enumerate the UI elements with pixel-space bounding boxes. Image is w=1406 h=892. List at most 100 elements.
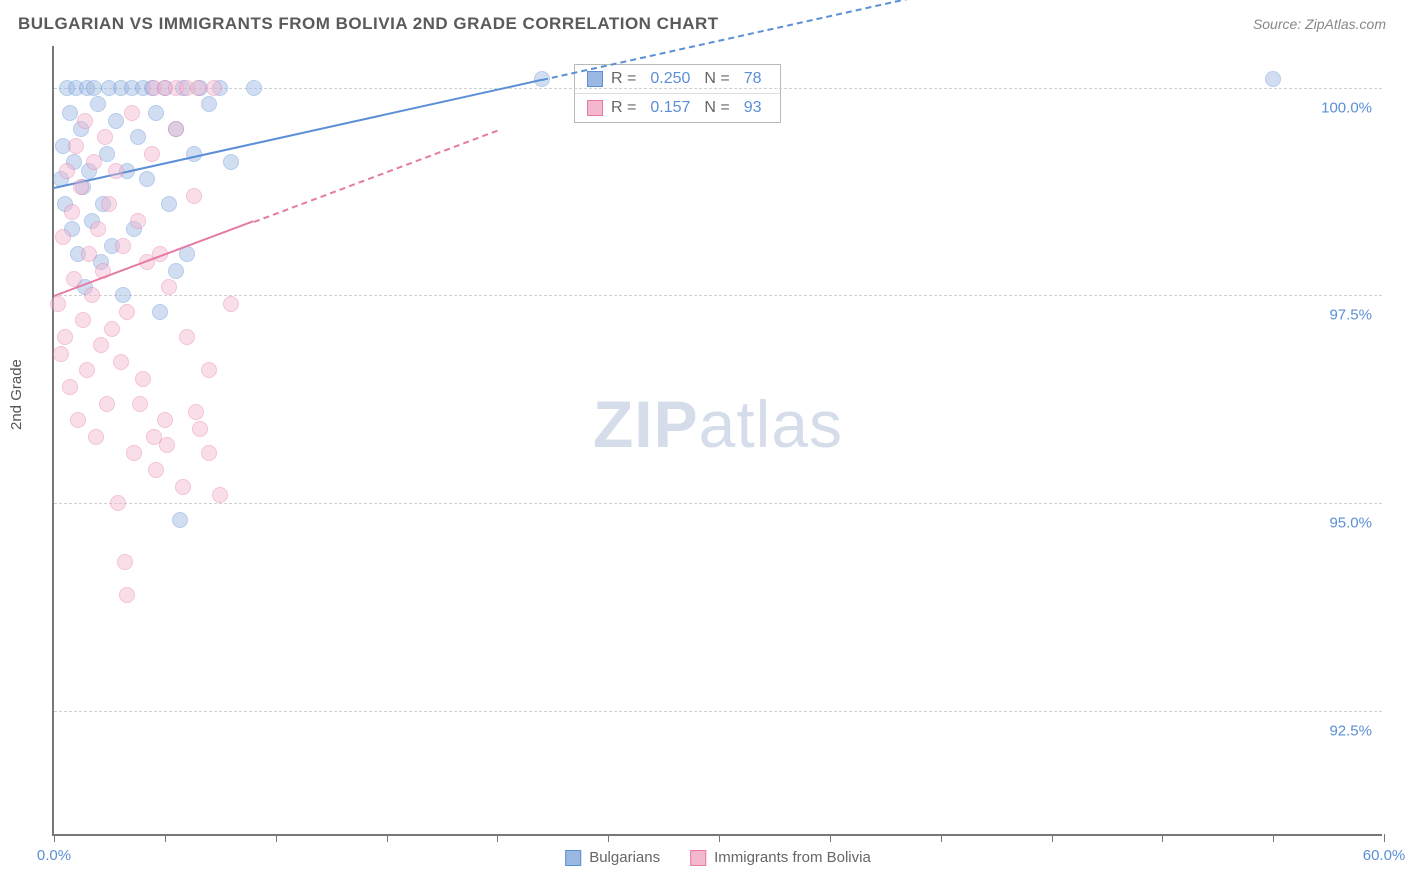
scatter-point: [119, 304, 135, 320]
xtick: [276, 834, 277, 842]
xtick-label: 0.0%: [37, 847, 71, 864]
scatter-point: [135, 371, 151, 387]
chart-header: BULGARIAN VS IMMIGRANTS FROM BOLIVIA 2ND…: [0, 0, 1406, 44]
chart-title: BULGARIAN VS IMMIGRANTS FROM BOLIVIA 2ND…: [18, 14, 719, 34]
scatter-point: [119, 587, 135, 603]
xtick: [830, 834, 831, 842]
scatter-point: [148, 105, 164, 121]
ytick-label: 95.0%: [1329, 515, 1372, 532]
scatter-point: [117, 554, 133, 570]
chart-plot-area: ZIPatlas R =0.250N =78R =0.157N =93 Bulg…: [52, 46, 1382, 836]
scatter-point: [161, 196, 177, 212]
n-value: 93: [738, 99, 768, 117]
scatter-point: [81, 246, 97, 262]
scatter-point: [139, 171, 155, 187]
scatter-point: [152, 304, 168, 320]
scatter-point: [90, 96, 106, 112]
r-label: R =: [611, 99, 636, 117]
scatter-point: [104, 321, 120, 337]
r-value: 0.250: [644, 70, 696, 88]
scatter-point: [75, 312, 91, 328]
scatter-point: [79, 362, 95, 378]
scatter-point: [246, 80, 262, 96]
legend-swatch: [565, 850, 581, 866]
scatter-point: [148, 462, 164, 478]
scatter-point: [113, 354, 129, 370]
scatter-point: [115, 287, 131, 303]
scatter-point: [212, 487, 228, 503]
legend-label: Immigrants from Bolivia: [714, 849, 871, 866]
scatter-point: [201, 445, 217, 461]
scatter-point: [88, 429, 104, 445]
gridline-h: [54, 503, 1382, 504]
stats-legend-box: R =0.250N =78R =0.157N =93: [574, 64, 781, 123]
source-label: Source: ZipAtlas.com: [1253, 16, 1386, 32]
scatter-point: [84, 287, 100, 303]
scatter-point: [57, 329, 73, 345]
xtick: [1384, 834, 1385, 842]
scatter-point: [201, 362, 217, 378]
scatter-point: [188, 404, 204, 420]
xtick: [719, 834, 720, 842]
scatter-point: [126, 445, 142, 461]
stats-legend-row: R =0.250N =78: [575, 65, 780, 93]
ytick-label: 92.5%: [1329, 723, 1372, 740]
scatter-point: [55, 229, 71, 245]
bottom-legend: Bulgarians Immigrants from Bolivia: [565, 849, 871, 866]
scatter-point: [62, 379, 78, 395]
scatter-point: [124, 105, 140, 121]
gridline-h: [54, 295, 1382, 296]
scatter-point: [179, 329, 195, 345]
scatter-point: [99, 396, 115, 412]
xtick: [497, 834, 498, 842]
scatter-point: [223, 154, 239, 170]
y-axis-label: 2nd Grade: [8, 359, 25, 430]
scatter-point: [157, 412, 173, 428]
scatter-point: [144, 146, 160, 162]
scatter-point: [86, 80, 102, 96]
scatter-point: [223, 296, 239, 312]
scatter-point: [86, 154, 102, 170]
xtick: [387, 834, 388, 842]
xtick: [1052, 834, 1053, 842]
scatter-point: [1265, 71, 1281, 87]
scatter-point: [115, 238, 131, 254]
scatter-point: [201, 96, 217, 112]
ytick-label: 100.0%: [1321, 99, 1372, 116]
n-label: N =: [704, 99, 729, 117]
scatter-point: [159, 437, 175, 453]
watermark-text: ZIPatlas: [593, 386, 843, 462]
scatter-point: [175, 479, 191, 495]
scatter-point: [206, 80, 222, 96]
xtick: [165, 834, 166, 842]
scatter-point: [77, 113, 93, 129]
scatter-point: [62, 105, 78, 121]
legend-swatch: [690, 850, 706, 866]
bottom-legend-item: Bulgarians: [565, 849, 660, 866]
stats-legend-row: R =0.157N =93: [575, 93, 780, 122]
scatter-point: [172, 512, 188, 528]
scatter-point: [97, 129, 113, 145]
scatter-point: [186, 188, 202, 204]
scatter-point: [59, 163, 75, 179]
trend-line: [253, 129, 498, 222]
scatter-point: [168, 263, 184, 279]
legend-label: Bulgarians: [589, 849, 660, 866]
xtick: [1273, 834, 1274, 842]
scatter-point: [53, 346, 69, 362]
legend-swatch: [587, 71, 603, 87]
scatter-point: [73, 179, 89, 195]
scatter-point: [50, 296, 66, 312]
scatter-point: [108, 163, 124, 179]
xtick: [608, 834, 609, 842]
xtick: [1162, 834, 1163, 842]
scatter-point: [68, 138, 84, 154]
scatter-point: [130, 213, 146, 229]
gridline-h: [54, 711, 1382, 712]
ytick-label: 97.5%: [1329, 307, 1372, 324]
trend-line: [54, 79, 542, 189]
xtick: [941, 834, 942, 842]
bottom-legend-item: Immigrants from Bolivia: [690, 849, 871, 866]
n-value: 78: [738, 70, 768, 88]
scatter-point: [192, 421, 208, 437]
